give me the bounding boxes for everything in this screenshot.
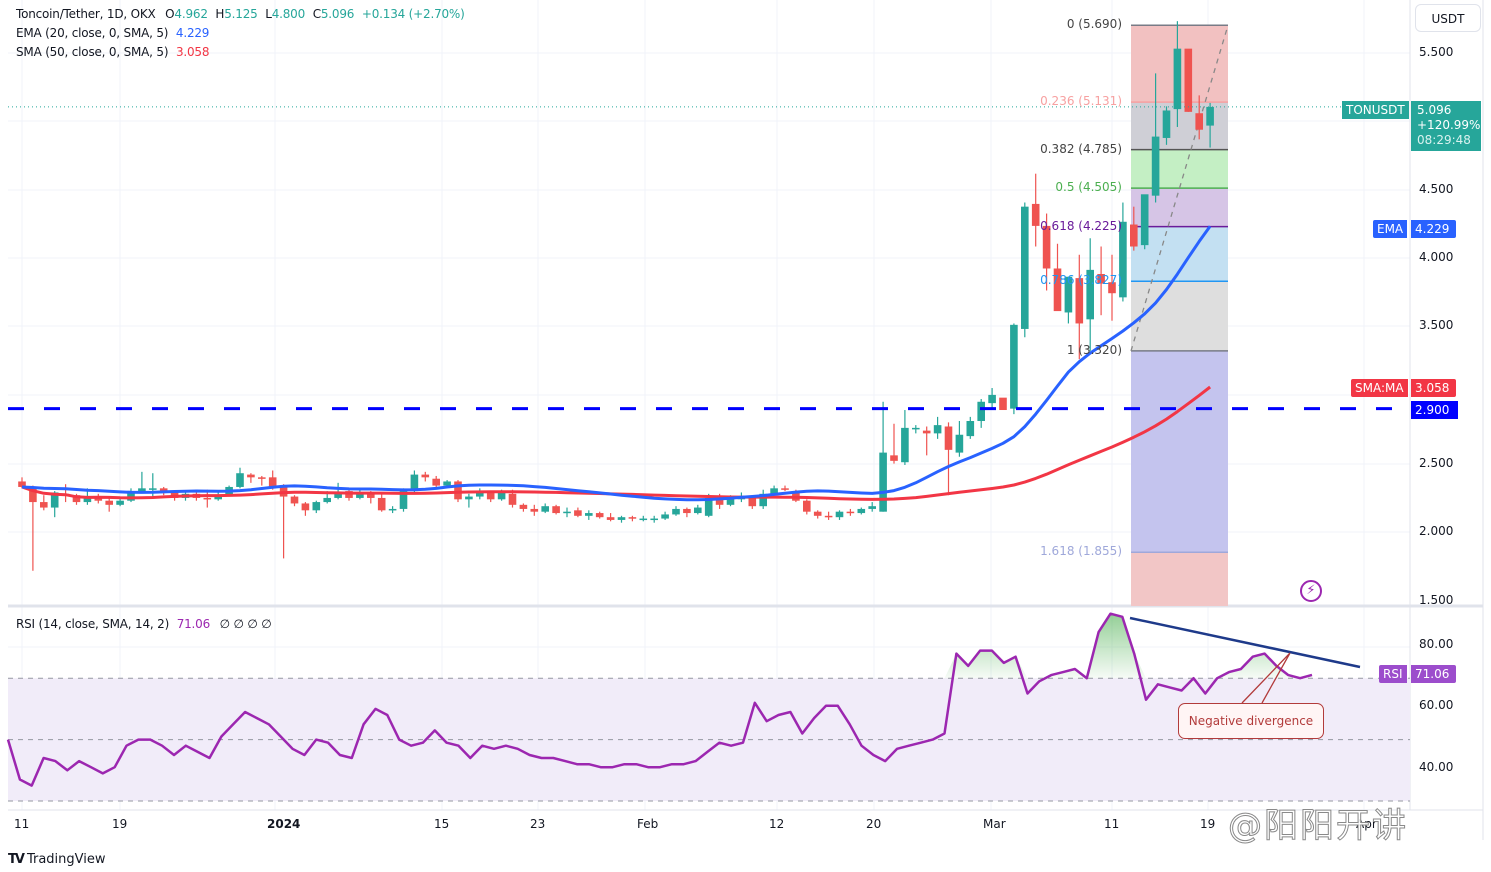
watermark: @阳阳开讲: [1228, 806, 1408, 847]
fib-level-label: 0.236 (5.131): [1040, 94, 1122, 109]
high-value: 5.125: [224, 7, 258, 21]
support-axis-value: 2.900: [1411, 401, 1458, 419]
rsi-band: [8, 677, 1410, 802]
price-tick: 5.500: [1419, 45, 1454, 59]
symbol-price-tag: TONUSDT: [1342, 101, 1409, 119]
moving-averages: [21, 225, 1212, 502]
sma-legend[interactable]: SMA (50, close, 0, SMA, 5) 3.058: [16, 43, 209, 62]
low-label: L: [265, 7, 272, 21]
fib-level-label: 0.382 (4.785): [1040, 141, 1122, 156]
fib-level-label: 0.5 (4.505): [1055, 180, 1122, 195]
time-tick: 19: [1200, 817, 1216, 831]
lightning-icon[interactable]: ⚡: [1300, 580, 1322, 602]
rsi-tick: 60.00: [1419, 698, 1454, 712]
fib-level-label: 0 (5.690): [1066, 17, 1122, 32]
sma-axis-label: SMA:MA: [1351, 379, 1408, 397]
ema-value: 4.229: [175, 26, 210, 40]
price-tick: 4.500: [1419, 182, 1454, 196]
ema-label: EMA (20, close, 0, SMA, 5): [16, 26, 169, 40]
time-tick: 20: [866, 817, 882, 831]
negative-divergence-callout[interactable]: Negative divergence: [1178, 703, 1324, 739]
low-value: 4.800: [271, 7, 306, 21]
open-label: O: [165, 7, 175, 21]
rsi-extra-values: ∅ ∅ ∅ ∅: [219, 617, 272, 631]
price-tick: 2.000: [1419, 524, 1454, 538]
time-tick: 11: [14, 817, 30, 831]
rsi-value: 71.06: [176, 617, 211, 631]
currency-unit-button[interactable]: USDT: [1415, 4, 1481, 32]
time-tick: 2024: [267, 817, 301, 831]
close-label: C: [312, 7, 321, 21]
rsi-label: RSI (14, close, SMA, 14, 2): [16, 617, 170, 631]
ema-axis-label: EMA: [1373, 220, 1408, 238]
rsi-axis-label: RSI: [1379, 665, 1407, 683]
time-tick: 11: [1104, 817, 1120, 831]
time-tick: Mar: [983, 817, 1006, 831]
fib-level-label: 0.786 (3.827): [1040, 273, 1122, 288]
symbol-title[interactable]: Toncoin/Tether, 1D, OKX: [16, 7, 156, 21]
time-tick: 23: [530, 817, 546, 831]
price-tick: 4.000: [1419, 250, 1454, 264]
time-tick: 12: [769, 817, 785, 831]
tradingview-brand[interactable]: TV TradingView: [8, 852, 105, 867]
fib-level-label: 1.618 (1.855): [1040, 544, 1122, 559]
bar-countdown: 08:29:48: [1417, 133, 1471, 147]
ema-legend[interactable]: EMA (20, close, 0, SMA, 5) 4.229: [16, 24, 209, 43]
sma-value: 3.058: [175, 45, 210, 59]
price-tick: 2.500: [1419, 456, 1454, 470]
time-tick: Apr: [1356, 817, 1377, 831]
brand-name: TradingView: [26, 852, 106, 867]
last-price: 5.096: [1417, 103, 1452, 117]
rsi-tick: 40.00: [1419, 760, 1454, 774]
tradingview-logo-icon: TV: [8, 852, 25, 867]
sma-axis-value: 3.058: [1411, 379, 1456, 397]
rsi-axis-value: 71.06: [1411, 665, 1456, 683]
time-tick: 19: [112, 817, 128, 831]
fib-level-label: 1 (3.320): [1066, 342, 1122, 357]
high-label: H: [215, 7, 225, 21]
fib-level-label: 0.618 (4.225): [1040, 218, 1122, 233]
price-tick: 1.500: [1419, 593, 1454, 607]
rsi-legend[interactable]: RSI (14, close, SMA, 14, 2) 71.06 ∅ ∅ ∅ …: [16, 615, 272, 634]
time-tick: Feb: [637, 817, 659, 831]
drawings[interactable]: [8, 106, 1410, 704]
last-price-tag: 5.096 +120.99% 08:29:48: [1411, 101, 1481, 151]
change-value: +0.134 (+2.70%): [361, 7, 465, 21]
ema-axis-value: 4.229: [1411, 220, 1456, 238]
rsi-tick: 80.00: [1419, 637, 1454, 651]
close-value: 5.096: [320, 7, 355, 21]
time-tick: 15: [434, 817, 450, 831]
price-tick: 3.500: [1419, 318, 1454, 332]
rsi-series: [6, 612, 1313, 787]
symbol-legend: Toncoin/Tether, 1D, OKX O4.962 H5.125 L4…: [16, 5, 465, 24]
open-value: 4.962: [174, 7, 208, 21]
candlestick-series: [18, 21, 1214, 571]
change-percent: +120.99%: [1417, 118, 1481, 132]
sma-label: SMA (50, close, 0, SMA, 5): [16, 45, 169, 59]
